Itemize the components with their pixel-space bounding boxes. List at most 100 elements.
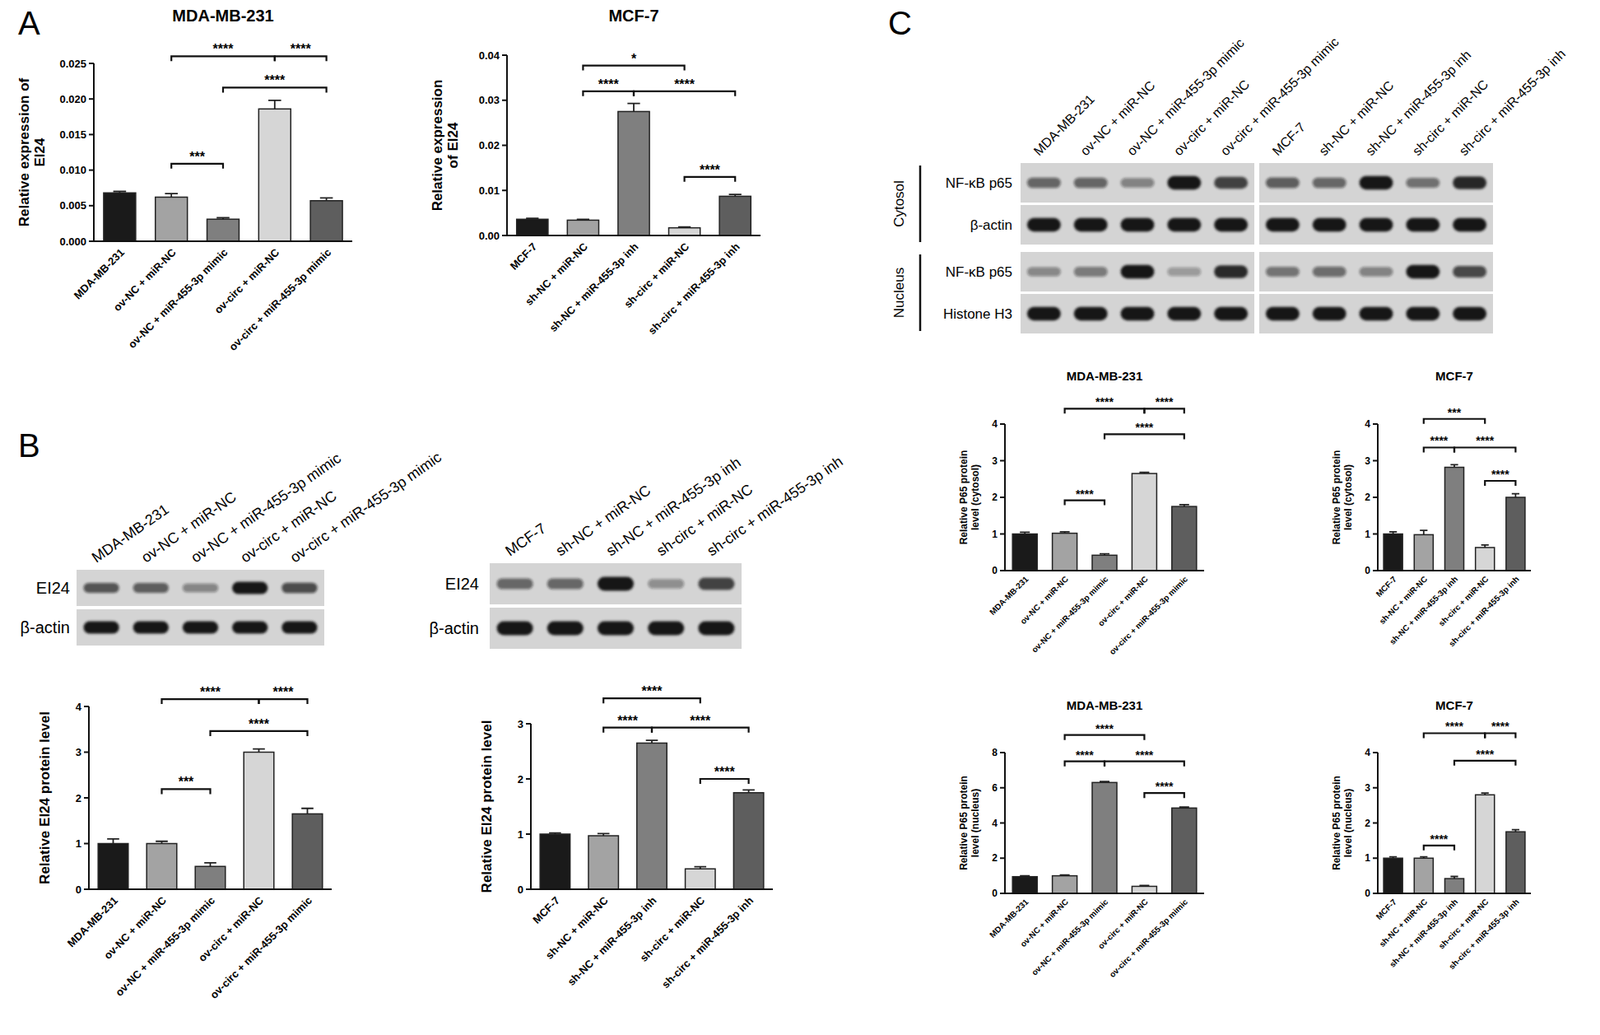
band [1265,177,1300,189]
bar [97,843,129,890]
y-axis-label: Relative P65 protein [958,450,970,545]
y-tick [1000,786,1005,789]
bar [1092,554,1117,571]
bracket [1423,446,1455,452]
bar [1012,876,1038,894]
error-bar [1179,504,1190,507]
bracket [1423,418,1485,424]
y-tick-label: 0.020 [59,93,87,106]
error-bar [216,217,230,219]
category-label: ov-circ + miR-455-3p mimic [1107,573,1191,656]
band [182,621,219,634]
y-tick-label: 3 [1364,781,1371,794]
x-axis [88,888,332,890]
bar [685,868,716,889]
y-tick [1000,856,1005,859]
significance: **** [213,41,235,56]
y-tick [1000,892,1005,894]
bar [258,108,291,242]
band [281,582,317,594]
bar-chart: 0.0000.0050.0100.0150.0200.025MDA-MB-231… [16,6,353,354]
y-tick [525,888,531,890]
y-tick-label: 0 [1364,564,1371,577]
category-label: MCF-7 [530,893,563,926]
error-bar [1481,544,1489,548]
band [1452,176,1487,190]
bracket [210,730,308,736]
band [1405,218,1440,232]
blot-strip [489,607,742,649]
y-tick-label: 3 [75,745,82,759]
error-bar [155,841,168,844]
y-tick [1000,822,1005,824]
section-label: Cytosol [891,180,907,228]
chart-title: MCF-7 [1435,368,1474,383]
bar [588,835,619,889]
error-bar [1511,493,1520,498]
blot-strip [1259,293,1494,334]
y-tick [1372,569,1378,572]
significance: *** [178,774,195,789]
error-bar [1389,531,1397,535]
error-bar [1019,875,1030,877]
y-tick-label: 4 [75,700,83,713]
band [1359,266,1394,276]
bracket [684,176,736,182]
bracket [223,87,327,93]
error-bar [1481,792,1489,795]
error-bar [548,832,562,834]
band [1405,265,1440,279]
y-tick [88,97,94,100]
row-label: Histone H3 [943,306,1013,322]
y-tick [1372,460,1378,462]
category-label: sh-circ + miR-455-3p inh [1446,574,1521,649]
bracket [582,65,684,71]
blot-strip [1259,162,1494,203]
band [232,581,268,595]
band [1213,218,1248,232]
band [1359,176,1394,190]
bar [539,833,570,889]
lane-label: sh-circ + miR-NC [1409,77,1491,159]
y-tick-label: 0.03 [479,93,500,107]
category-label: ov-NC + miR-455-3p mimic [1029,573,1110,654]
y-axis [93,63,95,242]
band [697,576,735,590]
y-tick-label: 0.015 [59,128,87,141]
y-tick [88,133,94,135]
bracket [1065,761,1105,767]
y-tick [1372,496,1378,498]
y-tick [83,705,89,707]
band [1167,267,1201,276]
panel-letter: A [18,4,41,42]
y-axis-label: EI24 [32,137,48,168]
bar-chart: 01234MDA-MB-231ov-NC + miR-NCov-NC + miR… [958,368,1205,656]
bracket [259,698,308,704]
category-label: MCF-7 [1374,573,1400,599]
band [1312,266,1347,277]
y-tick [88,62,94,65]
lane-label: ov-circ + miR-455-3p mimic [1218,34,1342,159]
bar [243,752,275,890]
bar [669,227,701,236]
bracket [1065,408,1145,414]
category-label: sh-NC + miR-455-3p inh [565,893,660,988]
band [1120,177,1155,187]
bar [1131,885,1157,894]
band [1167,218,1201,232]
y-tick [1000,533,1005,535]
marks [1012,472,1197,571]
band [1265,218,1300,232]
marks [97,748,323,889]
category-label: MCF-7 [507,240,540,273]
y-tick [525,777,531,780]
band [1405,306,1440,321]
error-bar [1389,856,1397,859]
significance: **** [617,713,639,728]
bracket [1104,761,1185,767]
category-label: sh-circ + miR-455-3p inh [646,240,743,337]
y-tick [1000,423,1005,425]
significance: **** [1430,433,1449,447]
category-label: ov-NC + miR-455-3p mimic [1029,896,1110,977]
significance: **** [598,77,620,92]
